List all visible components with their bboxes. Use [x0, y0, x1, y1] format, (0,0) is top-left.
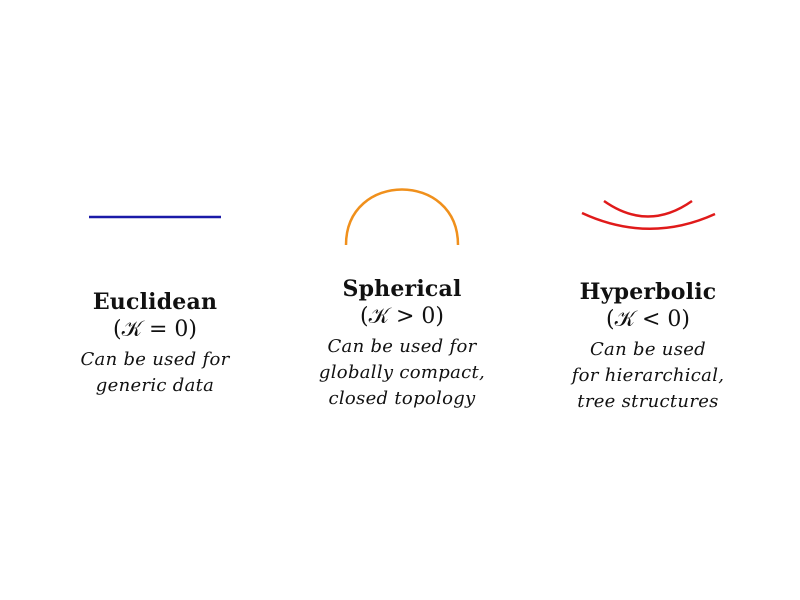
hyperbolic-description: Can be used for hierarchical, tree struc… [538, 337, 758, 415]
hyperbolic-outer-curve [581, 211, 716, 230]
spherical-desc-line: Can be used for [327, 336, 477, 357]
spherical-desc-line: closed topology [328, 388, 476, 409]
euclidean-description: Can be used for generic data [45, 347, 265, 399]
euclidean-title: Euclidean [92, 289, 218, 315]
hyperbolic-desc-line: tree structures [577, 391, 719, 412]
hyperbolic-desc-line: for hierarchical, [571, 365, 725, 386]
spherical-arc [344, 188, 460, 246]
spherical-title: Spherical [342, 276, 462, 302]
spherical-curvature: (𝒦 > 0) [359, 304, 445, 329]
euclidean-desc-line: generic data [95, 375, 215, 396]
hyperbolic-desc-line: Can be used [589, 339, 707, 360]
euclidean-panel: Euclidean (𝒦 = 0) Can be used for generi… [45, 289, 265, 399]
hyperbolic-title: Hyperbolic [579, 279, 717, 305]
hyperbolic-curvature: (𝒦 < 0) [605, 307, 691, 332]
euclidean-desc-line: Can be used for [80, 349, 230, 370]
hyperbolic-panel: Hyperbolic (𝒦 < 0) Can be used for hiera… [538, 279, 758, 415]
spherical-desc-line: globally compact, [318, 362, 486, 383]
hyperbolic-inner-curve [603, 199, 693, 218]
euclidean-curvature: (𝒦 = 0) [112, 317, 198, 342]
spherical-description: Can be used for globally compact, closed… [292, 334, 512, 412]
spherical-panel: Spherical (𝒦 > 0) Can be used for global… [292, 276, 512, 412]
